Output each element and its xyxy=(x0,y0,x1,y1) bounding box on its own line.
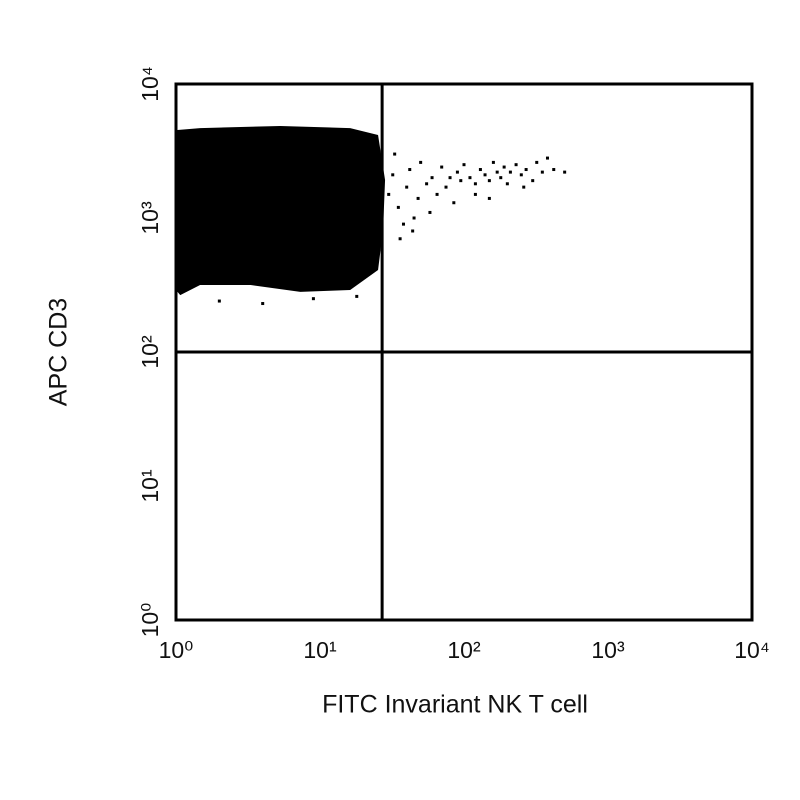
y-tick-label: 10³ xyxy=(137,201,163,235)
event-dot xyxy=(487,196,491,200)
event-dot xyxy=(425,182,429,186)
event-dot xyxy=(419,160,423,164)
event-dot xyxy=(396,205,400,209)
event-dot xyxy=(405,185,409,189)
y-tick-label: 10¹ xyxy=(137,469,163,503)
event-dot xyxy=(393,152,397,156)
event-dot xyxy=(408,168,412,172)
y-axis-title: APC CD3 xyxy=(45,298,73,406)
y-tick-label: 10⁴ xyxy=(137,66,163,101)
event-dot xyxy=(487,179,491,183)
y-tick-label: 10⁰ xyxy=(137,603,163,638)
event-dot xyxy=(535,160,539,164)
event-dot xyxy=(531,179,535,183)
x-tick-label: 10¹ xyxy=(303,637,337,663)
event-dot xyxy=(524,168,528,172)
event-dot xyxy=(478,168,482,172)
event-dot xyxy=(448,176,452,180)
event-dot xyxy=(444,185,448,189)
event-dot xyxy=(483,173,487,177)
event-dot xyxy=(398,237,402,241)
event-dot xyxy=(217,299,221,303)
event-dot xyxy=(412,216,416,220)
event-dot xyxy=(387,192,391,196)
population-region xyxy=(176,125,386,296)
event-dot xyxy=(514,163,518,167)
event-dot xyxy=(430,176,434,180)
event-dot xyxy=(563,170,567,174)
event-dot xyxy=(435,192,439,196)
event-dot xyxy=(495,170,499,174)
event-dot xyxy=(545,156,549,160)
event-dot xyxy=(491,160,495,164)
x-tick-label: 10⁴ xyxy=(734,637,769,663)
event-dot xyxy=(416,196,420,200)
event-dot xyxy=(459,179,463,183)
event-dot xyxy=(502,165,506,169)
y-tick-label: 10² xyxy=(137,335,163,369)
event-dot xyxy=(401,222,405,226)
event-dot xyxy=(411,229,415,233)
x-tick-label: 10² xyxy=(447,637,481,663)
event-dot xyxy=(519,173,523,177)
x-tick-label: 10³ xyxy=(591,637,625,663)
event-dot xyxy=(391,173,395,177)
event-dot xyxy=(440,165,444,169)
event-dot xyxy=(473,192,477,196)
event-dot xyxy=(473,182,477,186)
event-dot xyxy=(455,170,459,174)
event-dot xyxy=(552,168,556,172)
event-dot xyxy=(468,176,472,180)
event-dot xyxy=(499,176,503,180)
event-dot xyxy=(508,170,512,174)
event-dot xyxy=(355,294,359,298)
event-dot xyxy=(428,210,432,214)
x-tick-label: 10⁰ xyxy=(159,637,194,663)
event-dot xyxy=(452,201,456,205)
event-dot xyxy=(505,182,509,186)
event-dot xyxy=(522,185,526,189)
x-axis-title: FITC Invariant NK T cell xyxy=(322,691,588,719)
event-dot xyxy=(311,297,315,301)
event-dot xyxy=(261,302,265,306)
event-dot xyxy=(540,170,544,174)
event-dot xyxy=(462,163,466,167)
